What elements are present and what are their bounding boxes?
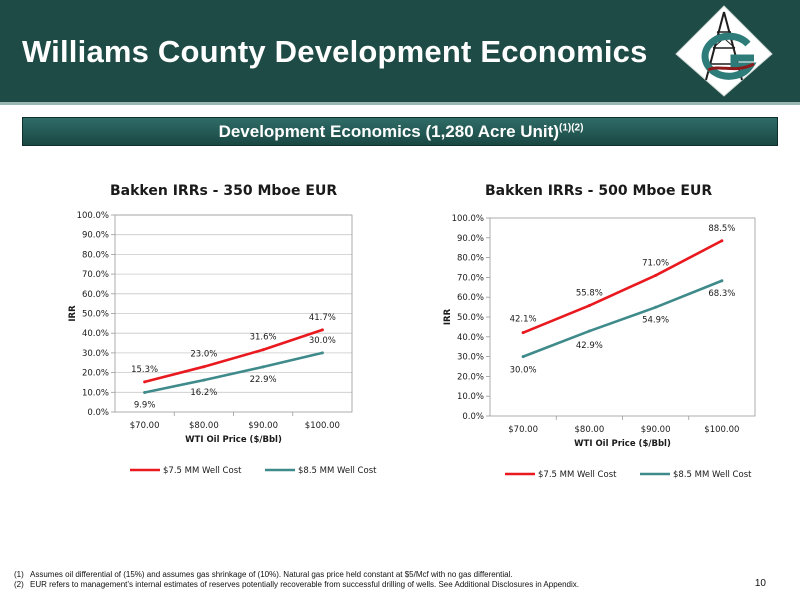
data-point [202,365,206,369]
chart-title: Bakken IRRs - 500 Mboe EUR [485,183,712,199]
series-line-2 [522,279,723,358]
y-tick-label: 60.0% [82,290,109,300]
banner-title: Development Economics (1,280 Acre Unit) [218,122,559,141]
data-point [587,304,591,308]
footnote-text: EUR refers to management’s internal esti… [30,580,579,589]
y-tick-label: 30.0% [82,349,109,359]
footnote-2: (2) EUR refers to management’s internal e… [14,580,734,590]
y-tick-label: 90.0% [457,234,484,244]
y-axis-label: IRR [68,305,78,322]
data-point [261,348,265,352]
legend-label: $7.5 MM Well Cost [538,470,617,480]
data-label: 31.6% [250,333,277,343]
x-tick-label: $80.00 [575,425,605,435]
y-tick-label: 40.0% [82,329,109,339]
data-point [720,279,724,283]
header-bar [0,0,800,102]
page-title: Williams County Development Economics [22,34,648,69]
footnote-text: Assumes oil differential of (15%) and as… [30,570,513,579]
legend-label: $8.5 MM Well Cost [298,466,377,476]
y-tick-label: 50.0% [457,313,484,323]
data-label: 42.9% [576,341,603,351]
chart-500-mboe: Bakken IRRs - 500 Mboe EUR 0.0% 10.0% 20.0%… [443,183,756,480]
data-point [143,390,147,394]
data-point [654,305,658,309]
header-divider [0,102,800,105]
y-axis-label: IRR [443,308,453,325]
data-label: 41.7% [309,313,336,323]
data-label: 22.9% [250,375,277,385]
y-tick-label: 30.0% [457,353,484,363]
x-tick-label: $70.00 [130,421,160,431]
data-point [320,351,324,355]
x-tick-label: $70.00 [508,425,538,435]
data-label: 71.0% [642,258,669,268]
footnote-number: (2) [14,580,24,589]
data-label: 30.0% [309,336,336,346]
y-tick-label: 80.0% [82,250,109,260]
y-tick-label: 70.0% [457,273,484,283]
footnote-1: (1) Assumes oil differential of (15%) and… [14,570,734,580]
footnote-number: (1) [14,570,24,579]
x-tick-label: $90.00 [641,425,671,435]
data-label: 16.2% [190,388,217,398]
company-logo [668,0,780,100]
page-number: 10 [754,578,766,589]
x-tick-label: $80.00 [189,421,219,431]
y-tick-label: 20.0% [457,372,484,382]
y-tick-label: 0.0% [87,408,109,418]
x-tick-label: $90.00 [248,421,278,431]
data-label: 54.9% [642,315,669,325]
x-tick-label: $100.00 [704,425,739,435]
y-tick-label: 60.0% [457,293,484,303]
y-tick-label: 10.0% [82,388,109,398]
footnotes: (1) Assumes oil differential of (15%) and… [14,570,734,590]
data-point [654,273,658,277]
legend-label: $8.5 MM Well Cost [673,470,752,480]
data-label: 15.3% [131,365,158,375]
data-label: 55.8% [576,289,603,299]
y-tick-label: 80.0% [457,254,484,264]
data-label: 30.0% [510,366,537,376]
y-tick-label: 40.0% [457,333,484,343]
section-banner: Development Economics (1,280 Acre Unit)(… [22,117,778,146]
data-label: 42.1% [510,315,537,325]
x-axis-label: WTI Oil Price ($/Bbl) [574,439,671,449]
data-point [320,328,324,332]
data-label: 68.3% [708,289,735,299]
data-point [521,331,525,335]
data-label: 88.5% [708,224,735,234]
data-point [521,355,525,359]
data-point [202,378,206,382]
series-line-2 [144,351,323,394]
series-line-1 [144,328,323,384]
y-tick-label: 0.0% [462,412,484,422]
chart-title: Bakken IRRs - 350 Mboe EUR [110,183,337,199]
data-point [143,380,147,384]
legend-label: $7.5 MM Well Cost [163,466,242,476]
series-line-1 [522,239,723,334]
data-label: 9.9% [134,400,156,410]
x-tick-label: $100.00 [305,421,340,431]
y-tick-label: 50.0% [82,310,109,320]
data-label: 23.0% [190,350,217,360]
banner-footnote-ref: (1)(2) [558,122,584,134]
chart-350-mboe: Bakken IRRs - 350 Mboe EUR 0.0% 10.0% 20.0%… [68,183,377,476]
y-tick-label: 20.0% [82,369,109,379]
y-tick-label: 10.0% [457,392,484,402]
data-point [720,239,724,243]
y-tick-label: 100.0% [77,211,109,221]
y-tick-label: 70.0% [82,270,109,280]
y-tick-label: 90.0% [82,231,109,241]
data-point [587,329,591,333]
banner-text: Development Economics (1,280 Acre Unit)(… [23,122,779,142]
x-axis-label: WTI Oil Price ($/Bbl) [185,435,282,445]
y-tick-label: 100.0% [452,214,484,224]
data-point [261,365,265,369]
